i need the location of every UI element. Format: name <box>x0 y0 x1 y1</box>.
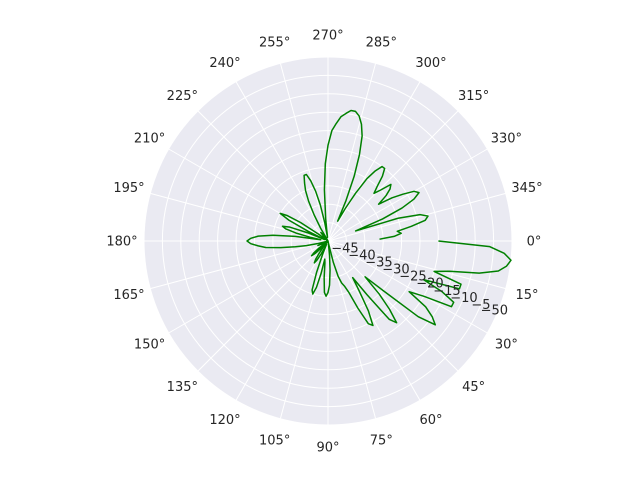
angular-grid-line <box>279 240 329 419</box>
angle-tick-label: 195° <box>113 181 144 196</box>
angle-tick-label: 45° <box>462 380 485 395</box>
angle-tick-label: 285° <box>366 36 397 51</box>
angle-tick-label: 345° <box>511 181 542 196</box>
angle-tick-label: 105° <box>259 433 290 448</box>
angular-grid-line <box>327 240 421 401</box>
series-layer <box>246 109 512 327</box>
angular-grid-line <box>327 240 506 290</box>
angular-grid-line <box>197 240 329 372</box>
radial-tick-label: −45 <box>331 242 358 257</box>
angle-tick-label: 15° <box>515 288 538 303</box>
angular-grid-line <box>168 240 329 334</box>
angular-grid-line <box>327 192 506 242</box>
angle-tick-label: 0° <box>527 235 542 250</box>
angle-tick-label: 120° <box>209 413 240 428</box>
angle-tick-label: 330° <box>491 132 522 147</box>
radial-tick-label: −40 <box>348 249 375 264</box>
angle-tick-label: 315° <box>458 89 489 104</box>
angle-tick-label: 210° <box>134 132 165 147</box>
radial-tick-label: −20 <box>416 277 443 292</box>
angle-tick-label: 180° <box>106 235 137 250</box>
series-line <box>246 109 512 327</box>
angular-grid-line <box>327 81 421 242</box>
angle-tick-label: 30° <box>495 338 518 353</box>
angle-tick-label: 90° <box>316 441 339 456</box>
angular-grid-line <box>327 240 459 372</box>
angular-grid-line <box>197 110 329 242</box>
angular-grid-line <box>327 63 377 242</box>
angle-tick-label: 240° <box>209 56 240 71</box>
angle-tick-label: 135° <box>167 380 198 395</box>
angle-tick-label: 225° <box>167 89 198 104</box>
radial-tick-label: −50 <box>481 303 508 318</box>
angular-grid-line <box>150 240 329 290</box>
angular-grid-line <box>279 63 329 242</box>
angular-grid-line <box>235 81 329 242</box>
radial-tick-label: −25 <box>399 270 426 285</box>
angle-tick-label: 60° <box>419 413 442 428</box>
radial-tick-label: −35 <box>365 256 392 271</box>
angle-tick-label: 150° <box>134 338 165 353</box>
radial-tick-label: −5 <box>471 298 490 313</box>
angular-grid-line <box>327 110 459 242</box>
angular-grid-line <box>327 148 488 242</box>
angular-grid-line <box>168 148 329 242</box>
angle-tick-label: 270° <box>312 29 343 44</box>
angle-tick-label: 255° <box>259 36 290 51</box>
radial-tick-label: −10 <box>450 291 477 306</box>
radial-tick-labels: −50 −45−40−35−30−25−20−15−10−5 <box>331 242 508 319</box>
radial-tick-label: −30 <box>382 263 409 278</box>
angular-grid-line <box>327 240 488 334</box>
angular-grid-line <box>235 240 329 401</box>
radial-tick-label: −15 <box>433 284 460 299</box>
angle-tick-label: 75° <box>370 433 393 448</box>
angle-tick-label: 300° <box>415 56 446 71</box>
grid-lines <box>143 56 513 426</box>
angle-tick-labels: 0° 15° 30° 45° 60° 75° 90° 105° 120° 135° 150° 165°… <box>106 29 542 456</box>
angle-tick-label: 165° <box>113 288 144 303</box>
